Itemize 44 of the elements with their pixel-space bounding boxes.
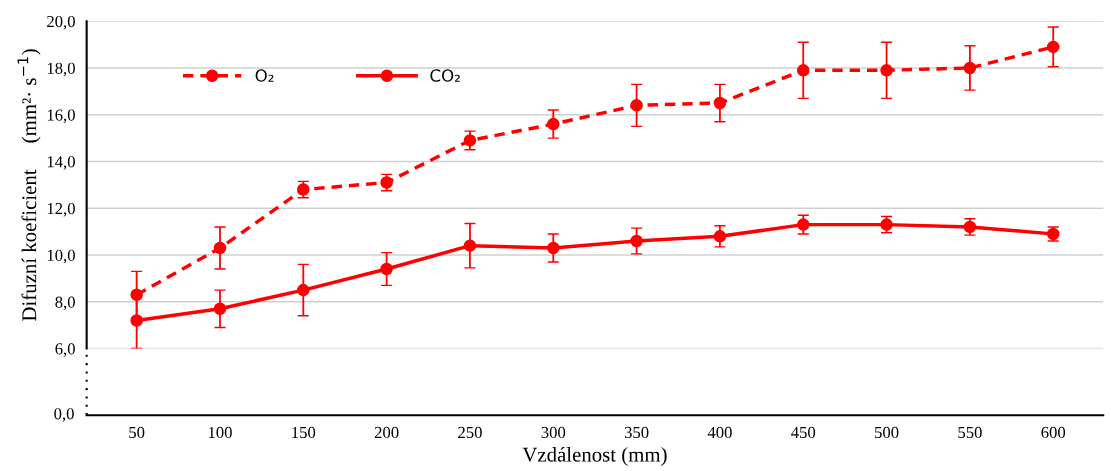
point [713,96,727,110]
point [547,117,560,131]
y-tick-label: 20,0 [47,15,75,30]
x-tick-label: 150 [292,426,316,439]
point [130,288,143,302]
text: 0,0 [54,408,74,422]
x-tick-label: 550 [958,426,982,439]
x-tick-label: 200 [374,426,399,439]
y-tick-label: 16,0 [47,109,75,124]
point [1046,40,1060,54]
x-tick-label: 400 [707,426,732,439]
point [463,134,477,147]
y-tick-label: 18,0 [47,62,75,77]
x-tick-label: 250 [458,426,482,439]
point [213,302,227,316]
point [880,64,893,77]
point [797,218,810,231]
y-tick-label: 10,0 [47,249,75,264]
point [797,64,810,77]
legend-label: CO₂ [430,69,460,82]
y-axis-title: Difuzní koeficient (mm²· s$^{−1}$) [17,49,41,321]
y-tick-label: 12,0 [47,202,75,217]
x-tick-label: 300 [541,426,566,439]
x-tick-label: 350 [624,426,649,439]
x-tick-label: 50 [129,426,145,439]
x-tick-label: 600 [1041,426,1066,439]
y-tick-label: 8,0 [55,296,75,311]
point [630,99,643,112]
point [213,241,227,255]
x-tick-label: 500 [875,426,899,439]
x-tick-label: 450 [791,426,816,439]
point [130,314,143,327]
x-tick-label: 100 [208,426,232,439]
point [630,234,643,248]
point [463,239,477,252]
y-tick-label: 6,0 [55,343,75,357]
x-axis-title: Vzdálenost (mm) [522,446,667,466]
point [963,61,977,75]
y-tick-label: 14,0 [47,156,75,170]
point [547,241,560,255]
legend-label: O₂ [255,69,274,82]
point [297,283,310,297]
point [713,230,727,243]
point [380,262,393,276]
